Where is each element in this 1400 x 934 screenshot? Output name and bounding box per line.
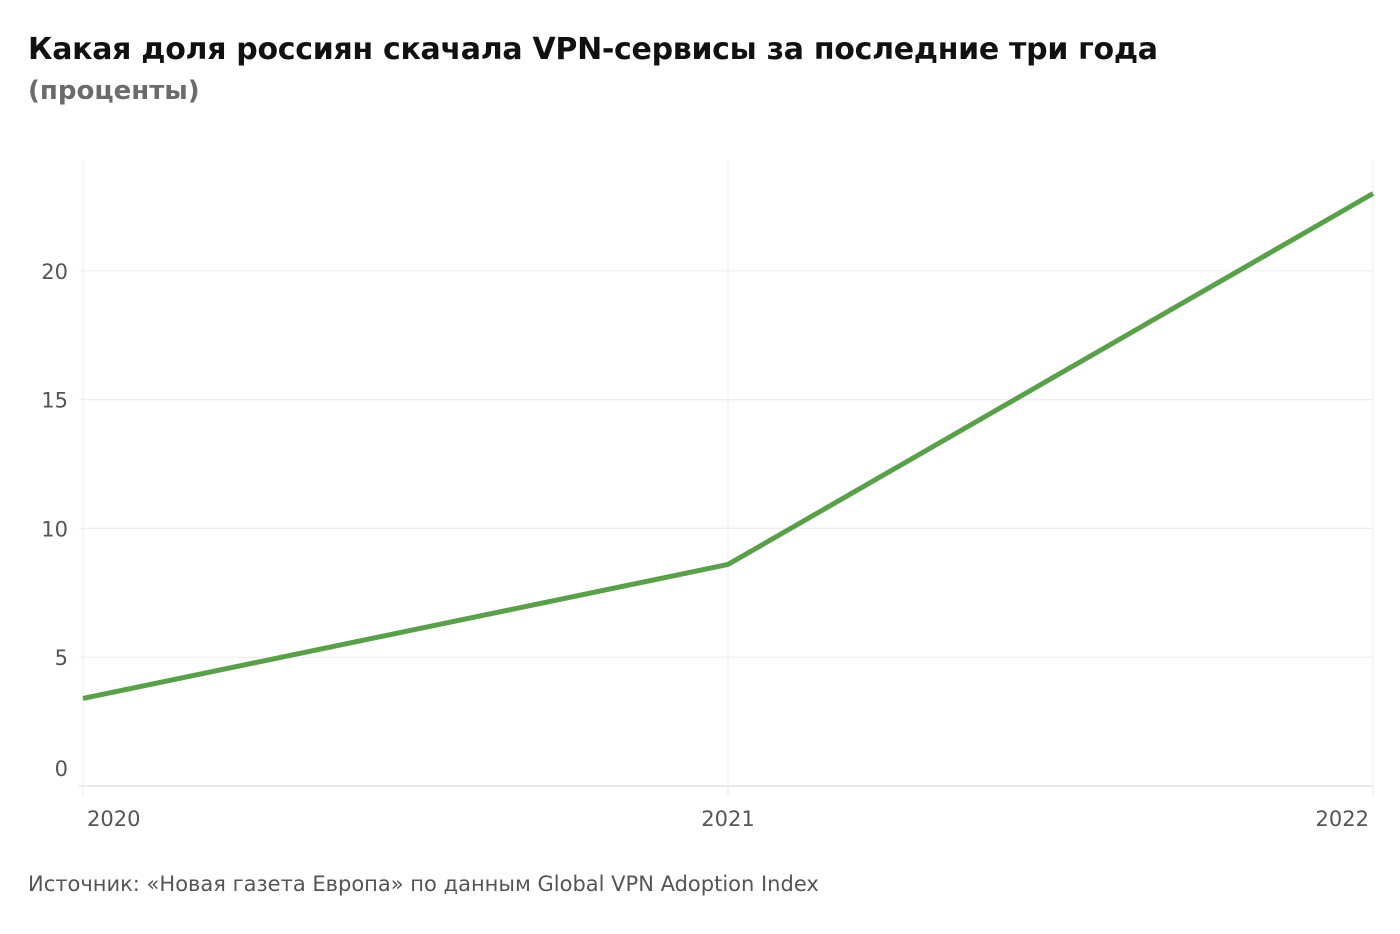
x-tick-label: 2022: [1316, 807, 1369, 831]
chart-title: Какая доля россиян скачала VPN-сервисы з…: [28, 32, 1158, 67]
y-tick-label: 5: [55, 646, 68, 670]
y-tick-label: 10: [41, 517, 68, 541]
y-tick-label: 20: [41, 260, 68, 284]
x-tick-label: 2021: [701, 807, 754, 831]
chart-subtitle: (проценты): [28, 76, 200, 106]
y-tick-label: 15: [41, 389, 68, 413]
y-tick-label: 0: [55, 757, 68, 781]
source-note: Источник: «Новая газета Европа» по данны…: [28, 872, 819, 896]
x-tick-label: 2020: [87, 807, 140, 831]
